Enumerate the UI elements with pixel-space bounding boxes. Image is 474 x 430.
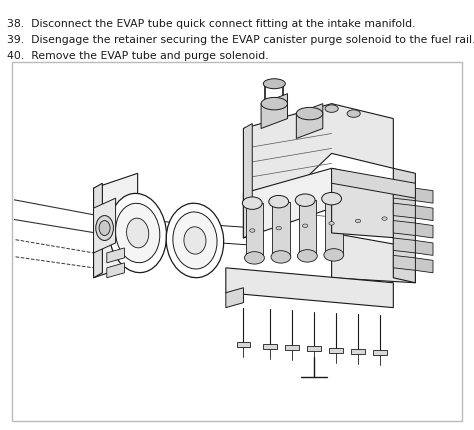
Polygon shape (272, 202, 290, 257)
Polygon shape (332, 233, 415, 283)
Polygon shape (261, 94, 288, 129)
Polygon shape (244, 104, 393, 238)
Ellipse shape (250, 229, 255, 232)
Polygon shape (393, 203, 415, 218)
Polygon shape (285, 345, 299, 350)
Polygon shape (237, 342, 250, 347)
Ellipse shape (325, 105, 338, 112)
Ellipse shape (347, 110, 360, 117)
Ellipse shape (242, 197, 262, 209)
Polygon shape (329, 348, 343, 353)
Polygon shape (332, 168, 415, 198)
Polygon shape (93, 173, 137, 278)
Polygon shape (325, 199, 343, 255)
Polygon shape (307, 347, 320, 351)
Polygon shape (226, 268, 393, 307)
Polygon shape (226, 288, 244, 307)
Polygon shape (393, 221, 415, 236)
Ellipse shape (96, 215, 113, 240)
Ellipse shape (302, 224, 308, 227)
Polygon shape (374, 350, 387, 355)
Polygon shape (415, 206, 433, 221)
Polygon shape (107, 263, 124, 278)
Ellipse shape (116, 203, 160, 263)
Ellipse shape (127, 218, 149, 248)
Ellipse shape (296, 108, 323, 120)
Polygon shape (246, 203, 263, 258)
Polygon shape (393, 238, 415, 253)
Polygon shape (332, 168, 398, 238)
Ellipse shape (271, 251, 291, 263)
Polygon shape (415, 258, 433, 273)
Text: 39.  Disengage the retainer securing the EVAP canister purge solenoid to the fue: 39. Disengage the retainer securing the … (7, 35, 474, 45)
Polygon shape (351, 349, 365, 354)
Polygon shape (393, 168, 415, 283)
Bar (12, 62, 462, 421)
Ellipse shape (356, 219, 361, 223)
Polygon shape (415, 240, 433, 255)
Ellipse shape (166, 203, 224, 278)
Ellipse shape (173, 212, 217, 269)
Ellipse shape (382, 217, 387, 220)
Ellipse shape (298, 250, 317, 262)
Ellipse shape (109, 194, 166, 273)
Ellipse shape (329, 221, 334, 225)
Text: 40.  Remove the EVAP tube and purge solenoid.: 40. Remove the EVAP tube and purge solen… (7, 51, 269, 61)
Polygon shape (107, 248, 124, 263)
Polygon shape (244, 168, 393, 238)
Ellipse shape (322, 193, 342, 205)
Polygon shape (299, 200, 316, 256)
Ellipse shape (295, 194, 315, 206)
Polygon shape (415, 188, 433, 203)
Polygon shape (93, 183, 102, 278)
Polygon shape (393, 186, 415, 201)
Polygon shape (93, 198, 116, 253)
Polygon shape (244, 123, 252, 238)
Ellipse shape (269, 195, 289, 208)
Ellipse shape (276, 226, 282, 230)
Polygon shape (393, 255, 415, 270)
Text: 38.  Disconnect the EVAP tube quick connect fitting at the intake manifold.: 38. Disconnect the EVAP tube quick conne… (7, 19, 416, 29)
Ellipse shape (263, 79, 285, 89)
Polygon shape (415, 223, 433, 238)
Polygon shape (296, 104, 323, 138)
Polygon shape (263, 344, 276, 349)
Ellipse shape (184, 227, 206, 254)
Ellipse shape (261, 98, 288, 110)
Ellipse shape (99, 221, 110, 236)
Ellipse shape (324, 249, 344, 261)
Ellipse shape (245, 252, 264, 264)
